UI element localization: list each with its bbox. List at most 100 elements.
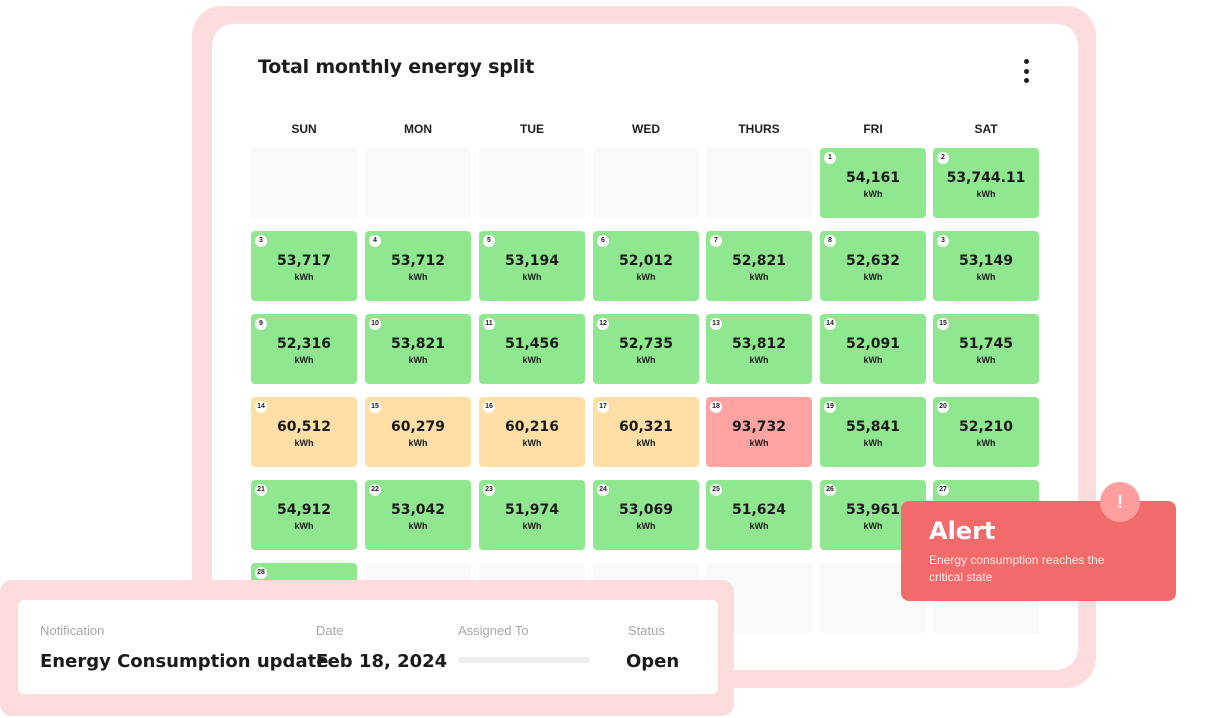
alert-exclamation-icon: ! xyxy=(1100,482,1140,522)
calendar-day-cell[interactable]: 9 52,316 kWh xyxy=(251,314,357,384)
energy-value: 53,042 xyxy=(390,502,446,518)
calendar-day-cell[interactable]: 15 51,745 kWh xyxy=(933,314,1039,384)
calendar-day-cell[interactable]: 15 60,279 kWh xyxy=(365,397,471,467)
energy-unit: kWh xyxy=(522,521,542,531)
energy-value: 53,069 xyxy=(618,502,674,518)
calendar-day-cell[interactable]: 6 52,012 kWh xyxy=(593,231,699,301)
energy-value: 52,735 xyxy=(618,336,674,352)
calendar-day-cell[interactable]: 18 93,732 kWh xyxy=(706,397,812,467)
day-number: 5 xyxy=(483,235,495,247)
energy-value: 55,841 xyxy=(845,419,901,435)
energy-value: 60,512 xyxy=(276,419,332,435)
date-value: Feb 18, 2024 xyxy=(316,651,448,672)
calendar-day-cell[interactable]: 20 52,210 kWh xyxy=(933,397,1039,467)
calendar-day-cell[interactable]: 13 53,812 kWh xyxy=(706,314,812,384)
energy-unit: kWh xyxy=(636,438,656,448)
alert-message: Energy consumption reaches the critical … xyxy=(929,553,1105,584)
energy-value: 52,821 xyxy=(731,253,787,269)
calendar-day-cell[interactable]: 3 53,717 kWh xyxy=(251,231,357,301)
energy-unit: kWh xyxy=(522,272,542,282)
energy-value: 52,012 xyxy=(618,253,674,269)
day-number: 15 xyxy=(369,401,381,413)
energy-unit: kWh xyxy=(408,355,428,365)
panel-title: Total monthly energy split xyxy=(258,56,535,78)
calendar-day-cell[interactable]: 8 52,632 kWh xyxy=(820,231,926,301)
energy-value: 52,316 xyxy=(276,336,332,352)
energy-value: 53,712 xyxy=(390,253,446,269)
notification-card[interactable]: Notification Energy Consumption update D… xyxy=(18,600,718,694)
energy-value: 53,812 xyxy=(731,336,787,352)
more-options-icon[interactable] xyxy=(1018,59,1034,83)
energy-unit: kWh xyxy=(863,189,883,199)
day-number: 18 xyxy=(710,401,722,413)
calendar-day-cell[interactable]: 7 52,821 kWh xyxy=(706,231,812,301)
calendar-day-cell[interactable]: 12 52,735 kWh xyxy=(593,314,699,384)
date-label: Date xyxy=(316,623,344,638)
energy-value: 53,194 xyxy=(504,253,560,269)
energy-value: 53,744.11 xyxy=(946,170,1026,186)
calendar-day-cell[interactable]: 1 54,161 kWh xyxy=(820,148,926,218)
calendar-day-cell[interactable]: 4 53,712 kWh xyxy=(365,231,471,301)
calendar-day-cell[interactable]: 17 60,321 kWh xyxy=(593,397,699,467)
calendar-cell-empty xyxy=(251,148,357,218)
calendar-day-cell[interactable]: 5 53,194 kWh xyxy=(479,231,585,301)
day-number: 14 xyxy=(255,401,267,413)
energy-value: 51,456 xyxy=(504,336,560,352)
energy-unit: kWh xyxy=(749,521,769,531)
energy-value: 53,961 xyxy=(845,502,901,518)
energy-unit: kWh xyxy=(294,438,314,448)
assigned-to-label: Assigned To xyxy=(458,623,529,638)
calendar-day-cell[interactable]: 16 60,216 kWh xyxy=(479,397,585,467)
day-header-mon: MON xyxy=(404,122,432,136)
energy-unit: kWh xyxy=(976,189,996,199)
day-number: 21 xyxy=(255,484,267,496)
calendar-day-cell[interactable]: 14 60,512 kWh xyxy=(251,397,357,467)
notification-value: Energy Consumption update xyxy=(40,651,329,672)
energy-unit: kWh xyxy=(749,272,769,282)
energy-value: 54,161 xyxy=(845,170,901,186)
energy-value: 53,149 xyxy=(958,253,1014,269)
calendar-day-cell[interactable]: 3 53,149 kWh xyxy=(933,231,1039,301)
energy-value: 51,745 xyxy=(958,336,1014,352)
calendar-day-cell[interactable]: 11 51,456 kWh xyxy=(479,314,585,384)
day-header-thurs: THURS xyxy=(738,122,780,136)
energy-value: 60,279 xyxy=(390,419,446,435)
energy-unit: kWh xyxy=(636,272,656,282)
status-value: Open xyxy=(626,651,680,672)
day-number: 22 xyxy=(369,484,381,496)
energy-unit: kWh xyxy=(294,521,314,531)
day-number: 10 xyxy=(369,318,381,330)
day-number: 27 xyxy=(937,484,949,496)
day-header-tue: TUE xyxy=(520,122,544,136)
assigned-to-placeholder xyxy=(458,657,590,663)
day-header-sun: SUN xyxy=(291,122,317,136)
calendar-day-cell[interactable]: 25 51,624 kWh xyxy=(706,480,812,550)
calendar-day-cell[interactable]: 23 51,974 kWh xyxy=(479,480,585,550)
calendar-day-cell[interactable]: 24 53,069 kWh xyxy=(593,480,699,550)
energy-unit: kWh xyxy=(522,438,542,448)
energy-value: 60,321 xyxy=(618,419,674,435)
calendar-day-cell[interactable]: 2 53,744.11 kWh xyxy=(933,148,1039,218)
day-number: 17 xyxy=(597,401,609,413)
calendar-day-cell[interactable]: 14 52,091 kWh xyxy=(820,314,926,384)
energy-unit: kWh xyxy=(976,272,996,282)
calendar-cell-empty xyxy=(479,148,585,218)
day-number: 9 xyxy=(255,318,267,330)
calendar-day-cell[interactable]: 21 54,912 kWh xyxy=(251,480,357,550)
day-number: 6 xyxy=(597,235,609,247)
alert-title: Alert xyxy=(929,517,996,545)
calendar-day-cell[interactable]: 10 53,821 kWh xyxy=(365,314,471,384)
day-number: 26 xyxy=(824,484,836,496)
day-number: 24 xyxy=(597,484,609,496)
day-header-sat: SAT xyxy=(974,122,998,136)
alert-card[interactable]: Alert Energy consumption reaches the cri… xyxy=(901,501,1176,601)
day-number: 15 xyxy=(937,318,949,330)
energy-value: 60,216 xyxy=(504,419,560,435)
energy-unit: kWh xyxy=(749,355,769,365)
notification-label: Notification xyxy=(40,623,105,638)
calendar-day-cell[interactable]: 22 53,042 kWh xyxy=(365,480,471,550)
energy-value: 51,624 xyxy=(731,502,787,518)
calendar-day-cell[interactable]: 19 55,841 kWh xyxy=(820,397,926,467)
day-number: 14 xyxy=(824,318,836,330)
